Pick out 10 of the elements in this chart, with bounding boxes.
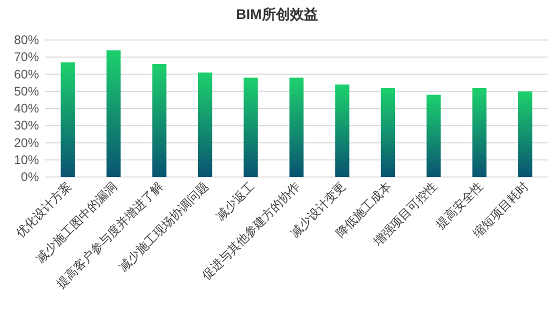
y-tick-label: 80% [14, 33, 39, 47]
y-tick-label: 50% [14, 84, 39, 98]
y-tick-label: 10% [14, 152, 39, 167]
y-tick-label: 60% [14, 67, 39, 82]
y-tick-label: 40% [14, 102, 39, 116]
y-tick-label: 20% [14, 136, 39, 150]
y-tick-label: 70% [14, 50, 39, 64]
title: BIM所创效益 [236, 6, 318, 22]
y-tick-label: 30% [14, 118, 39, 133]
y-tick-label: 0% [20, 170, 39, 184]
